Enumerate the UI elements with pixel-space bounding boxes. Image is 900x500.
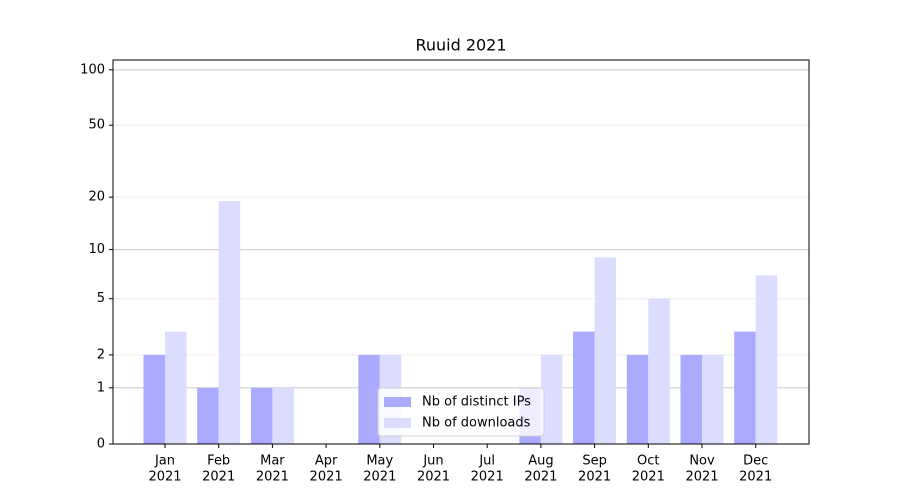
axes-frame — [112, 59, 810, 445]
x-tick-label: 2021 — [363, 470, 396, 485]
bar — [648, 298, 670, 444]
x-tick-label: Dec — [743, 454, 768, 469]
x-tick-label: 2021 — [310, 470, 343, 485]
x-tick-label: 2021 — [202, 470, 235, 485]
x-tick-label: 2021 — [256, 470, 289, 485]
bar — [272, 387, 294, 444]
y-tick-label: 50 — [88, 118, 105, 133]
x-tick-label: Jul — [478, 454, 495, 469]
bar — [702, 354, 724, 444]
x-tick-label: May — [366, 454, 393, 469]
x-tick-label: 2021 — [524, 470, 557, 485]
y-tick-label: 100 — [80, 62, 105, 77]
bar — [143, 354, 165, 444]
bar — [594, 257, 617, 444]
bar — [680, 354, 702, 444]
bar — [165, 331, 187, 444]
x-tick-label: Aug — [528, 454, 553, 469]
bar — [218, 201, 241, 444]
x-tick-label: Feb — [207, 454, 230, 469]
chart-title: Ruuid 2021 — [415, 36, 506, 55]
legend-box — [377, 387, 545, 437]
bar — [755, 275, 778, 444]
bar — [626, 354, 649, 444]
x-tick-label: Mar — [260, 454, 285, 469]
x-tick-label: 2021 — [739, 470, 772, 485]
x-tick-label: 2021 — [685, 470, 718, 485]
x-tick-label: 2021 — [148, 470, 181, 485]
bar — [358, 354, 380, 444]
x-tick-label: Apr — [315, 454, 338, 469]
bar — [540, 354, 563, 444]
y-tick-label: 20 — [88, 190, 105, 205]
x-tick-label: 2021 — [471, 470, 504, 485]
bar — [250, 387, 273, 444]
bar — [197, 387, 219, 444]
y-tick-label: 5 — [97, 291, 105, 306]
bar — [573, 331, 595, 444]
y-tick-label: 2 — [97, 347, 105, 362]
y-tick-label: 0 — [97, 437, 105, 452]
x-tick-label: Jan — [154, 454, 175, 469]
x-tick-label: Oct — [637, 454, 659, 469]
legend-label: Nb of downloads — [422, 416, 531, 431]
x-tick-label: 2021 — [578, 470, 611, 485]
legend-swatch — [384, 418, 411, 428]
bar — [734, 331, 756, 444]
y-tick-label: 10 — [88, 242, 105, 257]
x-tick-label: 2021 — [417, 470, 450, 485]
legend-label: Nb of distinct IPs — [422, 395, 531, 410]
x-tick-label: 2021 — [632, 470, 665, 485]
y-tick-label: 1 — [97, 380, 105, 395]
legend-swatch — [384, 397, 411, 407]
x-tick-label: Jun — [422, 454, 443, 469]
x-tick-label: Sep — [582, 454, 607, 469]
x-tick-label: Nov — [689, 454, 715, 469]
